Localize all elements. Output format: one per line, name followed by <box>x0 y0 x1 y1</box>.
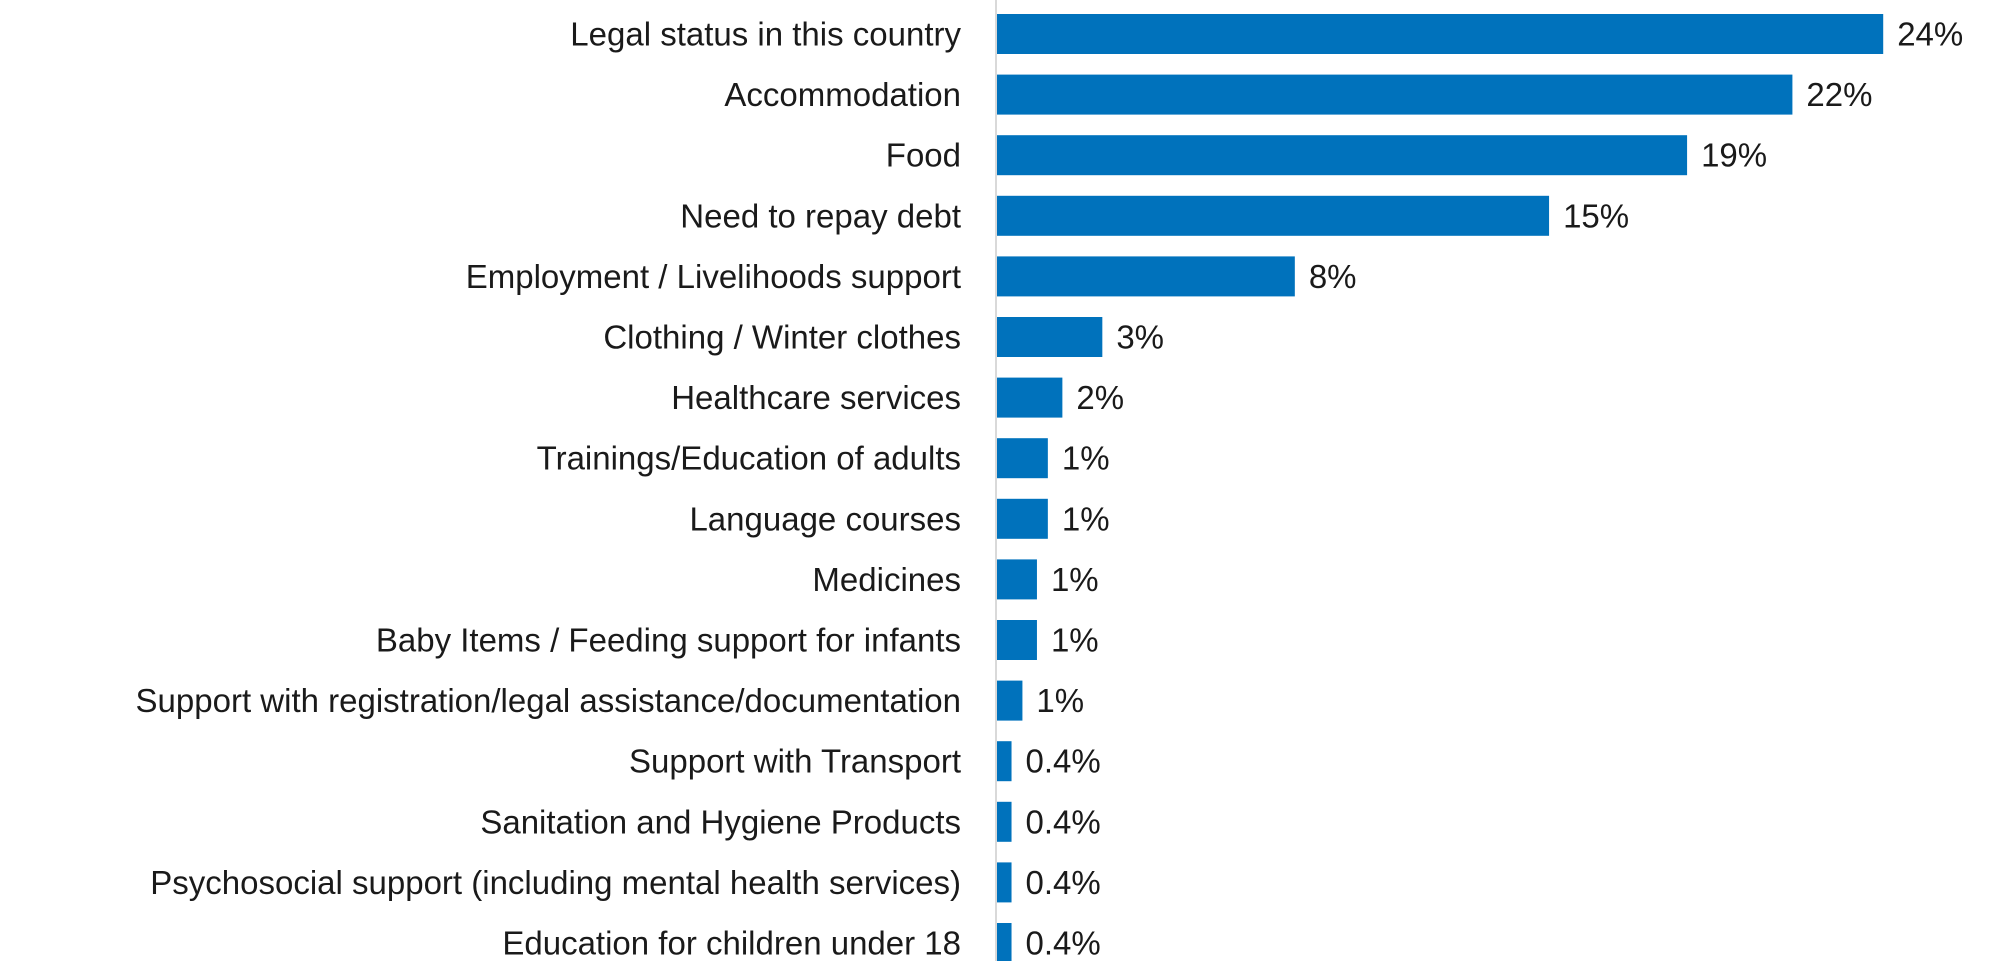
category-label: Need to repay debt <box>680 197 961 234</box>
category-label: Support with registration/legal assistan… <box>136 682 961 719</box>
data-label: 15% <box>1563 197 1629 234</box>
data-label: 2% <box>1076 379 1124 416</box>
bar <box>997 498 1048 539</box>
data-label: 22% <box>1806 76 1872 113</box>
bar <box>997 862 1012 903</box>
bar-rows: Legal status in this country 24% Accommoda… <box>136 14 1963 961</box>
category-label: Employment / Livelihoods support <box>466 258 961 295</box>
bar-row: Accommodation 22% <box>724 74 1872 115</box>
bar <box>997 135 1688 176</box>
data-label: 1% <box>1062 440 1110 477</box>
bar <box>997 680 1023 721</box>
category-label: Baby Items / Feeding support for infants <box>376 622 961 659</box>
data-label: 24% <box>1897 16 1963 53</box>
bar-row: Food 19% <box>886 135 1767 176</box>
category-label: Psychosocial support (including mental h… <box>150 864 961 901</box>
data-label: 8% <box>1309 258 1357 295</box>
data-label: 1% <box>1062 500 1110 537</box>
bar-row: Education for children under 18 0.4% <box>502 923 1101 961</box>
bar <box>997 801 1012 842</box>
bar-row: Need to repay debt 15% <box>680 195 1629 236</box>
category-label: Clothing / Winter clothes <box>603 319 961 356</box>
category-label: Accommodation <box>724 76 961 113</box>
bar-row: Baby Items / Feeding support for infants… <box>376 620 1099 660</box>
bar-row: Legal status in this country 24% <box>570 14 1963 54</box>
bar <box>997 377 1063 418</box>
bar <box>997 74 1793 115</box>
category-label: Sanitation and Hygiene Products <box>480 803 961 840</box>
data-label: 3% <box>1116 319 1164 356</box>
bar-row: Support with registration/legal assistan… <box>136 680 1084 721</box>
category-label: Support with Transport <box>629 743 961 780</box>
bar-row: Medicines 1% <box>812 559 1099 600</box>
bar-row: Sanitation and Hygiene Products 0.4% <box>480 801 1101 842</box>
bar <box>997 14 1884 54</box>
data-label: 0.4% <box>1026 925 1101 961</box>
bar-row: Psychosocial support (including mental h… <box>150 862 1101 903</box>
category-label: Trainings/Education of adults <box>537 440 961 477</box>
bar <box>997 438 1048 479</box>
data-label: 1% <box>1036 682 1084 719</box>
data-label: 1% <box>1051 561 1099 598</box>
data-label: 1% <box>1051 622 1099 659</box>
category-label: Medicines <box>812 561 961 598</box>
category-label: Healthcare services <box>671 379 961 416</box>
data-label: 19% <box>1701 137 1767 174</box>
bar-row: Language courses 1% <box>689 498 1110 539</box>
bar <box>997 317 1103 357</box>
bar-row: Support with Transport 0.4% <box>629 741 1101 782</box>
bar-row: Employment / Livelihoods support 8% <box>466 256 1357 297</box>
category-label: Language courses <box>689 500 961 537</box>
bar <box>997 923 1012 961</box>
bar-row: Clothing / Winter clothes 3% <box>603 317 1164 357</box>
bar-row: Healthcare services 2% <box>671 377 1124 418</box>
bar <box>997 256 1295 297</box>
bar <box>997 559 1037 600</box>
bar-row: Trainings/Education of adults 1% <box>537 438 1110 479</box>
bar <box>997 195 1550 236</box>
data-label: 0.4% <box>1026 864 1101 901</box>
bar <box>997 620 1037 660</box>
data-label: 0.4% <box>1026 743 1101 780</box>
data-label: 0.4% <box>1026 803 1101 840</box>
category-label: Legal status in this country <box>570 16 961 53</box>
category-label: Food <box>886 137 961 174</box>
category-label: Education for children under 18 <box>502 925 961 961</box>
bar <box>997 741 1012 782</box>
